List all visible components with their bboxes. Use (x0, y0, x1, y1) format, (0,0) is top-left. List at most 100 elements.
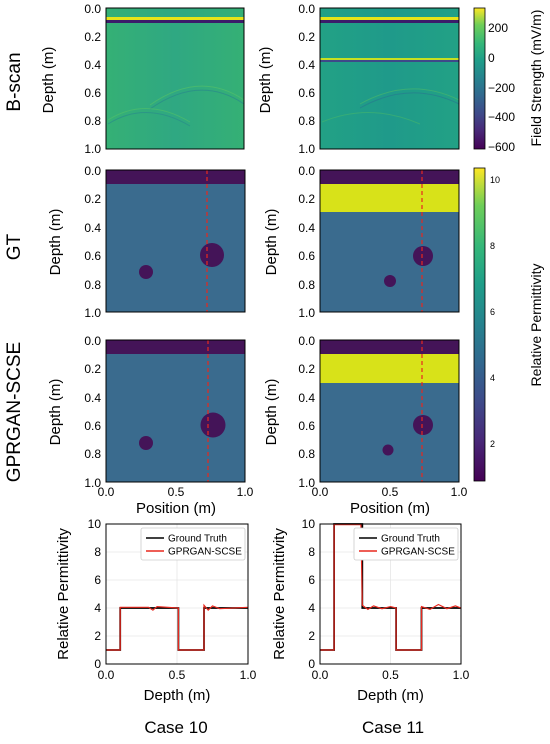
legend-label: Ground Truth (168, 534, 227, 545)
tick-label: 0.6 (298, 419, 315, 433)
y-tick-label: 10 (88, 517, 102, 531)
bscan-right-panel (319, 7, 460, 150)
y-axis-label: Relative Permittivity (271, 528, 288, 660)
y-tick-label: 4 (94, 601, 101, 615)
plot-frame (319, 523, 462, 665)
y-tick-label: 8 (308, 545, 315, 559)
y-tick-label: 10 (302, 517, 316, 531)
row-label-gprgan: GPRGAN-SCSE (4, 342, 25, 482)
pred-right-panel (319, 339, 460, 483)
y-tick-label: 8 (94, 545, 101, 559)
tick-label: 0.2 (84, 30, 101, 44)
tick-label: 0.8 (298, 114, 315, 128)
gt-left-panel (105, 169, 246, 313)
colorbar-tick: −200 (488, 81, 515, 95)
x-tick-label: 1.0 (240, 668, 257, 682)
case-label-right: Case 11 (362, 718, 424, 737)
colorbar-tick: −600 (488, 140, 515, 154)
gt-right-yticks: 0.0 0.2 0.4 0.6 0.8 1.0 (298, 164, 315, 320)
colorbar-tick: 200 (488, 21, 508, 35)
x-tick-label: 0.0 (98, 668, 115, 682)
x-tick-label: 1.0 (453, 668, 470, 682)
y-tick-label: 6 (94, 573, 101, 587)
legend-box (353, 527, 459, 561)
tick-label: 0.0 (84, 334, 101, 348)
tick-label: 0.6 (84, 419, 101, 433)
tick-label: 0.5 (382, 485, 399, 499)
tick-label: 0.8 (298, 447, 315, 461)
row-label-bscan: B-scan (4, 52, 25, 111)
legend-label: GPRGAN-SCSE (168, 547, 242, 558)
position-label-right: Position (m) (350, 500, 430, 517)
tick-label: 0.2 (298, 30, 315, 44)
depth-label-r3: Depth (m) (263, 379, 280, 446)
tick-label: 0.4 (84, 391, 101, 405)
depth-label-l3: Depth (m) (47, 379, 64, 446)
x-tick-label: 0.5 (382, 668, 399, 682)
case-label-left: Case 10 (144, 718, 207, 737)
tick-label: 0.0 (298, 334, 315, 348)
gt-right-panel (319, 169, 460, 313)
tick-label: 1.0 (298, 142, 315, 156)
y-tick-label: 0 (94, 657, 101, 671)
tick-label: 0.0 (312, 485, 329, 499)
legend-box (140, 527, 246, 561)
colorbar-tick: −400 (488, 110, 515, 124)
permittivity-colorbar: 10 8 6 4 2 Relative Permittivity (473, 167, 544, 482)
tick-label: 0.4 (84, 58, 101, 72)
tick-label: 1.0 (298, 306, 315, 320)
tick-label: 1.0 (84, 476, 101, 490)
tick-label: 0.6 (298, 249, 315, 263)
colorbar-tick: 0 (488, 51, 495, 65)
pred-right-yticks: 0.0 0.2 0.4 0.6 0.8 1.0 (298, 334, 315, 490)
y-tick-label: 2 (308, 629, 315, 643)
x-tick-label: 0.0 (312, 668, 329, 682)
tick-label: 0.0 (298, 164, 315, 178)
y-tick-label: 0 (308, 657, 315, 671)
tick-label: 0.6 (298, 86, 315, 100)
tick-label: 0.0 (84, 2, 101, 16)
depth-label-l2: Depth (m) (47, 209, 64, 276)
tick-label: 0.6 (84, 249, 101, 263)
tick-label: 0.2 (84, 362, 101, 376)
colorbar-tick: 10 (490, 175, 500, 185)
x-tick-label: 0.5 (169, 668, 186, 682)
profile-chart-left: 0 2 4 6 8 10 0.0 0.5 1.0 Depth (m) Relative Permit… (55, 517, 257, 704)
tick-label: 0.4 (298, 58, 315, 72)
bscan-left-panel (105, 7, 245, 150)
row-label-gt: GT (4, 233, 25, 260)
x-axis-label: Depth (m) (144, 687, 211, 704)
y-tick-label: 4 (308, 601, 315, 615)
x-axis-label: Depth (m) (357, 687, 424, 704)
tick-label: 1.0 (451, 485, 468, 499)
field-colorbar-label: Field Strength (mV/m) (528, 10, 544, 147)
field-colorbar: 200 0 −200 −400 −600 Field Strength (mV/… (473, 7, 544, 154)
tick-label: 0.4 (298, 221, 315, 235)
y-tick-label: 2 (94, 629, 101, 643)
tick-label: 0.8 (84, 278, 101, 292)
pred-right-xticks: 0.0 0.5 1.0 (312, 485, 468, 499)
pred-left-yticks: 0.0 0.2 0.4 0.6 0.8 1.0 (84, 334, 101, 490)
tick-label: 0.2 (298, 192, 315, 206)
tick-label: 0.6 (84, 86, 101, 100)
colorbar-tick: 4 (490, 373, 495, 383)
legend-label: Ground Truth (381, 534, 440, 545)
colorbar-tick: 8 (490, 241, 495, 251)
tick-label: 0.2 (298, 362, 315, 376)
bscan-left-yticks: 0.0 0.2 0.4 0.6 0.8 1.0 (84, 2, 101, 156)
tick-label: 1.0 (237, 485, 254, 499)
colorbar-tick: 2 (490, 439, 495, 449)
plot-frame (105, 523, 249, 665)
pred-left-xticks: 0.0 0.5 1.0 (98, 485, 254, 499)
series-line-prediction (320, 524, 462, 651)
tick-label: 0.8 (298, 278, 315, 292)
tick-label: 1.0 (84, 306, 101, 320)
bscan-right-yticks: 0.0 0.2 0.4 0.6 0.8 1.0 (298, 2, 315, 156)
depth-label-r2: Depth (m) (263, 209, 280, 276)
tick-label: 1.0 (84, 142, 101, 156)
pred-left-panel (105, 339, 246, 483)
y-tick-label: 6 (308, 573, 315, 587)
tick-label: 1.0 (298, 476, 315, 490)
tick-label: 0.5 (168, 485, 185, 499)
